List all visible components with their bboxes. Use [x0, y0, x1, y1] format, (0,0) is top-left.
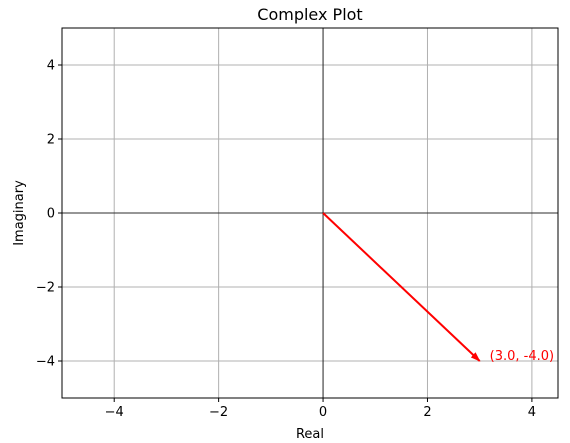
vector-arrow: [322, 212, 481, 362]
vector-annotation: (3.0, -4.0): [490, 349, 554, 364]
x-tick-label: −4: [105, 405, 124, 420]
origin-axes: [62, 28, 558, 398]
x-tick-label: 2: [423, 405, 431, 420]
y-tick-label: −2: [36, 281, 55, 296]
y-tick-label: 2: [47, 133, 55, 148]
y-axis-label: Imaginary: [12, 180, 27, 246]
y-tick-label: 4: [47, 59, 55, 74]
chart-title: Complex Plot: [257, 5, 362, 24]
y-axis-ticks: −4 −2 0 2 4: [36, 59, 62, 370]
x-axis-ticks: −4 −2 0 2 4: [105, 398, 536, 420]
y-tick-label: 0: [47, 207, 55, 222]
x-axis-label: Real: [296, 427, 324, 442]
x-tick-label: 4: [528, 405, 536, 420]
y-tick-label: −4: [36, 355, 55, 370]
x-tick-label: 0: [319, 405, 327, 420]
vector-series: (3.0, -4.0): [322, 212, 554, 364]
x-tick-label: −2: [209, 405, 228, 420]
